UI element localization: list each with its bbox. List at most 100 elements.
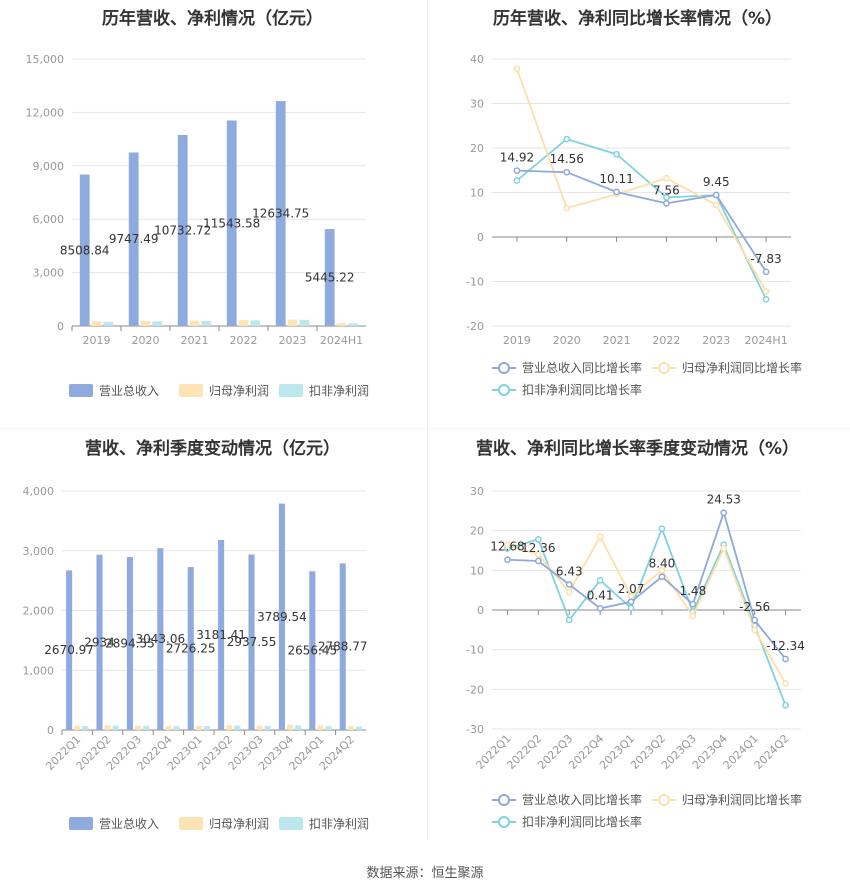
data-point bbox=[712, 201, 720, 209]
data-point bbox=[513, 65, 521, 73]
y-tick-label: 4,000 bbox=[23, 485, 55, 498]
bar bbox=[226, 725, 233, 730]
bar bbox=[238, 320, 249, 326]
legend-label: 归母净利润同比增长率 bbox=[682, 792, 802, 807]
y-tick-label: 30 bbox=[470, 98, 484, 111]
bar bbox=[201, 320, 212, 326]
data-point bbox=[535, 536, 542, 543]
data-label: 3181.41 bbox=[196, 628, 246, 642]
bar bbox=[103, 321, 114, 326]
annual-line-chart: -20 -10 0 10 20 30 40 2019 2020 2021 2022 2023 2024H… bbox=[466, 53, 802, 397]
data-point bbox=[658, 573, 666, 581]
data-label: -12.34 bbox=[766, 639, 805, 653]
data-point bbox=[565, 588, 573, 596]
annual-growth-panel: 历年营收、净利同比增长率情况（%） -20 -10 0 10 20 30 40 2019 202… bbox=[425, 0, 850, 430]
legend-marker bbox=[658, 794, 670, 806]
annual-bar-chart: 0 3,000 6,000 9,000 12,000 15,000 2019 8508.84 2… bbox=[26, 53, 370, 398]
data-point bbox=[751, 626, 758, 634]
legend-label: 营业总收入同比增长率 bbox=[522, 792, 642, 807]
data-point bbox=[762, 287, 770, 295]
data-point bbox=[613, 188, 620, 196]
legend-marker bbox=[498, 794, 510, 806]
legend-label: 归母净利润 bbox=[209, 384, 269, 398]
y-tick-label: 3,000 bbox=[23, 545, 55, 558]
x-tick-label: 2020 bbox=[132, 334, 160, 347]
data-label: 9747.49 bbox=[109, 232, 159, 246]
bar bbox=[286, 724, 294, 730]
legend-marker bbox=[498, 384, 510, 396]
data-label: 0.41 bbox=[587, 588, 614, 602]
legend-label: 归母净利润 bbox=[209, 817, 269, 831]
series-line bbox=[516, 169, 767, 273]
y-tick-label: 6,000 bbox=[33, 213, 65, 226]
y-tick-label: 1,000 bbox=[23, 664, 55, 677]
bar bbox=[165, 725, 172, 730]
data-point bbox=[613, 150, 620, 158]
data-label: 12634.75 bbox=[252, 207, 309, 221]
data-point bbox=[782, 701, 789, 709]
x-tick-label: 2024H1 bbox=[744, 334, 787, 347]
bar bbox=[66, 570, 73, 730]
bar bbox=[177, 134, 188, 326]
legend-marker bbox=[498, 362, 510, 374]
data-point bbox=[762, 268, 770, 276]
x-tick-label: 2019 bbox=[83, 334, 111, 347]
data-point bbox=[513, 177, 521, 184]
y-tick-label: 0 bbox=[477, 604, 484, 617]
bar bbox=[324, 229, 335, 326]
data-point bbox=[720, 509, 728, 517]
bar bbox=[104, 725, 111, 730]
bar bbox=[152, 321, 163, 326]
data-label: 2788.77 bbox=[318, 640, 368, 654]
bar bbox=[275, 101, 286, 327]
data-point bbox=[504, 541, 511, 548]
legend-label: 营业总收入同比增长率 bbox=[522, 360, 642, 375]
data-point bbox=[663, 194, 670, 201]
data-point bbox=[565, 581, 573, 588]
bar bbox=[278, 503, 285, 730]
x-tick-label: 2023 bbox=[279, 334, 307, 347]
bar bbox=[218, 539, 225, 730]
bar bbox=[317, 725, 324, 730]
bar bbox=[355, 726, 362, 730]
y-tick-label: 9,000 bbox=[33, 160, 65, 173]
data-point bbox=[782, 655, 789, 663]
series-line bbox=[516, 68, 767, 292]
legend-label: 归母净利润同比增长率 bbox=[682, 360, 802, 375]
data-label: 12.68 bbox=[490, 540, 524, 554]
data-point bbox=[535, 557, 542, 565]
legend-swatch bbox=[179, 817, 203, 830]
data-point bbox=[596, 576, 604, 584]
data-label: 3043.06 bbox=[136, 632, 186, 646]
bar bbox=[348, 323, 359, 326]
quarterly-revenue-profit-panel: 营收、净利季度变动情况（亿元） 0 1,000 2,000 3,000 4,000 202… bbox=[0, 430, 425, 860]
data-label: 14.92 bbox=[500, 151, 534, 165]
y-tick-label: 15,000 bbox=[26, 53, 65, 66]
data-label: 14.56 bbox=[550, 152, 584, 166]
data-point bbox=[563, 204, 571, 212]
bar bbox=[140, 321, 151, 326]
data-label: 11543.58 bbox=[203, 216, 260, 230]
x-tick-label: 2022 bbox=[652, 334, 680, 347]
bar bbox=[157, 548, 164, 730]
x-tick-label: 2024Q2 bbox=[752, 732, 792, 772]
legend-label: 扣非净利润 bbox=[309, 817, 369, 831]
data-point bbox=[658, 566, 666, 574]
data-label: 2.07 bbox=[618, 582, 645, 596]
data-label: 2894.55 bbox=[105, 637, 155, 651]
quarterly-growth-panel: 营收、净利同比增长率季度变动情况（%） -30 -20 -10 0 10 20 30 2022… bbox=[425, 430, 850, 860]
y-tick-label: 20 bbox=[470, 142, 484, 155]
chart-title: 历年营收、净利情况（亿元） bbox=[102, 9, 323, 29]
bar bbox=[187, 567, 194, 730]
bar bbox=[256, 725, 263, 730]
data-label: 5445.22 bbox=[305, 271, 355, 285]
x-tick-label: 2020 bbox=[553, 334, 581, 347]
data-label: 8508.84 bbox=[60, 243, 110, 257]
bar bbox=[287, 319, 298, 326]
bar bbox=[309, 571, 316, 730]
bar bbox=[128, 152, 139, 326]
chart-title: 营收、净利季度变动情况（亿元） bbox=[85, 439, 340, 459]
bar bbox=[79, 174, 90, 326]
data-label: 24.53 bbox=[707, 493, 741, 507]
bar bbox=[325, 726, 332, 730]
